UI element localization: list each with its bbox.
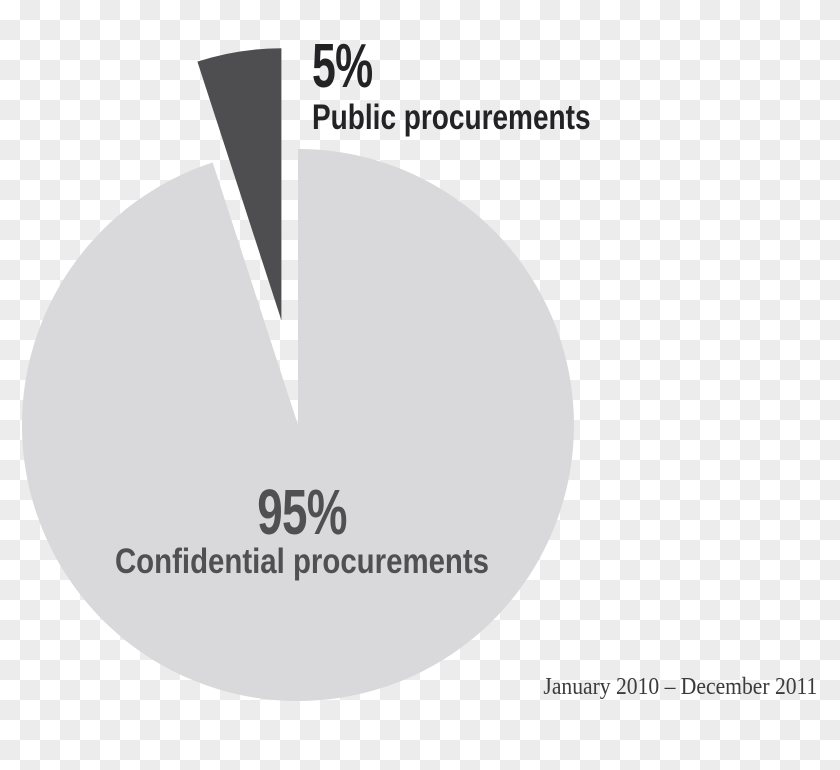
big-slice-percent: 95%	[257, 476, 347, 548]
small-slice-name: Public procurements	[312, 98, 591, 137]
date-range-caption: January 2010 – December 2011	[543, 674, 817, 700]
big-slice-name: Confidential procurements	[114, 542, 490, 581]
pie-slice-confidential	[21, 149, 574, 701]
big-slice-label-group: 95% Confidential procurements	[0, 480, 604, 579]
small-slice-percent: 5%	[312, 32, 373, 101]
small-slice-label-group: 5% Public procurements	[312, 32, 660, 137]
pie-slice-public	[197, 48, 282, 321]
